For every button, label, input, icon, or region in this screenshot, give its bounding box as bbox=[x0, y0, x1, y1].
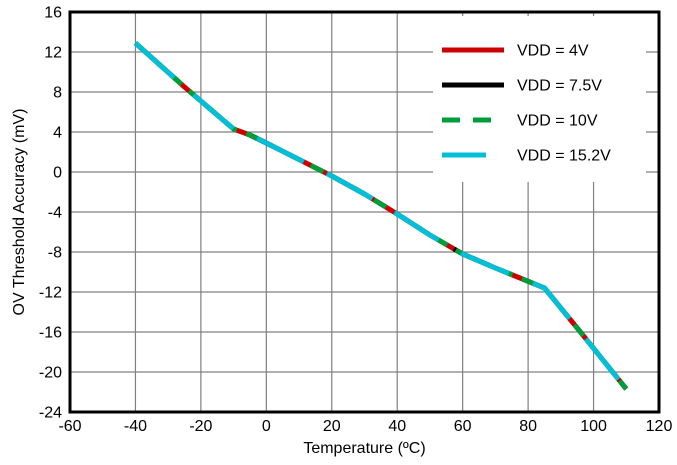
y-tick-label: -20 bbox=[39, 365, 62, 382]
x-tick-label: 0 bbox=[262, 418, 271, 435]
x-tick-label: 120 bbox=[646, 418, 673, 435]
y-tick-label: 4 bbox=[53, 125, 62, 142]
x-tick-label: -40 bbox=[124, 418, 147, 435]
legend-label-vdd-10v: VDD = 10V bbox=[517, 113, 598, 130]
x-axis-title: Temperature (ºC) bbox=[303, 440, 426, 457]
legend-label-vdd-15-2v: VDD = 15.2V bbox=[517, 148, 611, 165]
y-tick-label: -24 bbox=[39, 405, 62, 422]
legend-label-vdd-4v: VDD = 4V bbox=[517, 43, 589, 60]
y-tick-label: 16 bbox=[44, 5, 62, 22]
series-line-vdd-15-2v bbox=[133, 41, 629, 391]
x-tick-label: 60 bbox=[454, 418, 472, 435]
x-tick-label: -60 bbox=[58, 418, 81, 435]
y-tick-label: 0 bbox=[53, 165, 62, 182]
x-tick-label: 80 bbox=[519, 418, 537, 435]
x-tick-label: -20 bbox=[189, 418, 212, 435]
y-tick-label: -4 bbox=[48, 205, 62, 222]
series-line-vdd-10v bbox=[133, 41, 629, 391]
x-tick-label: 20 bbox=[323, 418, 341, 435]
x-tick-label: 100 bbox=[580, 418, 607, 435]
y-tick-label: -12 bbox=[39, 285, 62, 302]
y-tick-label: 12 bbox=[44, 45, 62, 62]
y-axis-title: OV Threshold Accuracy (mV) bbox=[11, 108, 28, 316]
y-tick-label: -8 bbox=[48, 245, 62, 262]
y-tick-label: -16 bbox=[39, 325, 62, 342]
legend-label-vdd-7-5v: VDD = 7.5V bbox=[517, 78, 602, 95]
y-tick-label: 8 bbox=[53, 85, 62, 102]
plot-border bbox=[68, 10, 661, 414]
x-tick-label: 40 bbox=[388, 418, 406, 435]
